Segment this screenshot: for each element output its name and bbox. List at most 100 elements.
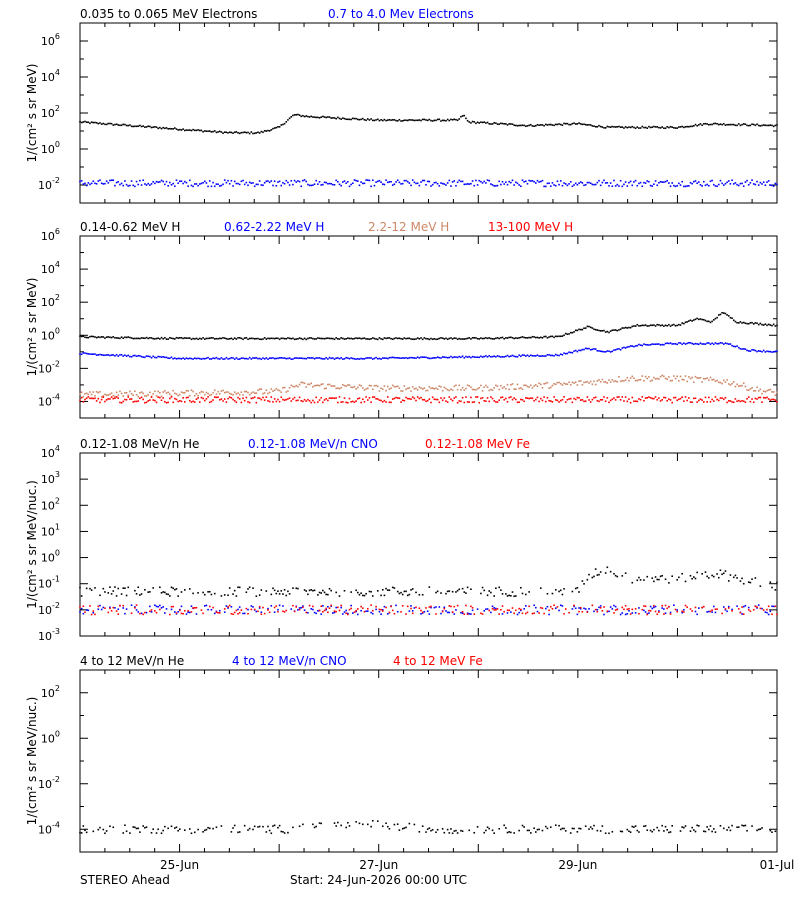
data-point	[543, 124, 545, 127]
data-point	[185, 129, 188, 131]
data-point	[574, 587, 577, 590]
data-point	[352, 400, 354, 403]
data-point	[207, 356, 209, 359]
data-point	[530, 354, 532, 357]
data-point	[408, 610, 411, 612]
data-point	[267, 825, 269, 828]
data-point	[388, 611, 391, 614]
data-point	[177, 182, 179, 184]
data-point	[420, 119, 422, 122]
data-point	[530, 397, 532, 399]
data-point	[333, 611, 336, 614]
data-point	[119, 604, 121, 607]
data-point	[278, 824, 281, 827]
data-point	[90, 613, 93, 616]
data-point	[624, 326, 627, 329]
plot-frame	[79, 452, 778, 637]
data-point	[724, 381, 727, 383]
data-point	[747, 350, 750, 352]
x-tick-label: 01-Jul	[760, 858, 795, 872]
data-point	[771, 124, 773, 127]
data-point	[137, 586, 140, 589]
data-point	[425, 183, 427, 186]
data-point	[574, 381, 577, 383]
data-point	[267, 180, 269, 182]
data-point	[712, 828, 715, 830]
data-point	[172, 401, 174, 404]
data-point	[513, 832, 515, 834]
data-point	[95, 390, 98, 393]
data-point	[712, 343, 715, 346]
data-point	[481, 356, 484, 358]
data-point	[749, 182, 752, 184]
data-point	[317, 401, 319, 403]
data-point	[664, 342, 667, 345]
data-point	[496, 123, 499, 125]
data-point	[556, 381, 559, 384]
data-point	[751, 398, 753, 400]
data-point	[250, 131, 253, 133]
data-point	[292, 183, 294, 186]
data-point	[263, 399, 266, 401]
data-point	[626, 828, 629, 831]
data-point	[686, 380, 688, 383]
data-point	[180, 605, 183, 608]
data-point	[604, 381, 607, 383]
data-point	[139, 179, 141, 182]
data-point	[771, 324, 773, 327]
data-point	[317, 116, 319, 119]
data-point	[298, 608, 301, 611]
data-point	[109, 606, 111, 609]
data-point	[102, 122, 105, 125]
data-point	[664, 377, 667, 380]
data-point	[731, 179, 733, 182]
data-point	[375, 384, 377, 387]
data-point	[130, 337, 133, 339]
data-point	[591, 125, 594, 127]
data-point	[455, 356, 457, 358]
data-point	[563, 827, 565, 830]
data-point	[468, 355, 471, 358]
data-point	[112, 590, 115, 592]
data-point	[142, 179, 145, 182]
data-point	[608, 379, 610, 381]
data-point	[727, 580, 730, 582]
data-point	[293, 179, 296, 182]
data-point	[104, 123, 106, 126]
data-point	[273, 611, 276, 614]
data-point	[583, 400, 585, 403]
data-point	[676, 375, 678, 378]
data-point	[634, 400, 637, 402]
data-point	[441, 356, 444, 358]
data-point	[488, 590, 491, 592]
data-point	[358, 593, 361, 596]
data-point	[124, 354, 126, 356]
data-point	[142, 337, 145, 339]
data-point	[237, 613, 239, 615]
data-point	[666, 125, 669, 128]
data-point	[767, 605, 770, 608]
data-point	[515, 388, 517, 390]
data-point	[159, 391, 161, 394]
data-point	[729, 829, 732, 832]
data-point	[85, 392, 88, 395]
data-point	[736, 577, 738, 579]
data-point	[729, 574, 732, 576]
data-point	[722, 827, 725, 830]
data-point	[303, 382, 306, 385]
data-point	[129, 124, 131, 126]
data-point	[659, 127, 662, 129]
data-point	[451, 611, 454, 613]
data-point	[396, 823, 399, 825]
data-point	[431, 828, 434, 831]
data-point	[188, 828, 191, 830]
data-point	[327, 611, 329, 614]
data-point	[501, 356, 504, 358]
data-point	[250, 397, 253, 400]
data-point	[606, 125, 609, 128]
data-point	[584, 183, 587, 186]
data-point	[729, 384, 732, 386]
data-point	[609, 330, 612, 332]
data-point	[525, 612, 527, 615]
data-point	[534, 182, 537, 184]
